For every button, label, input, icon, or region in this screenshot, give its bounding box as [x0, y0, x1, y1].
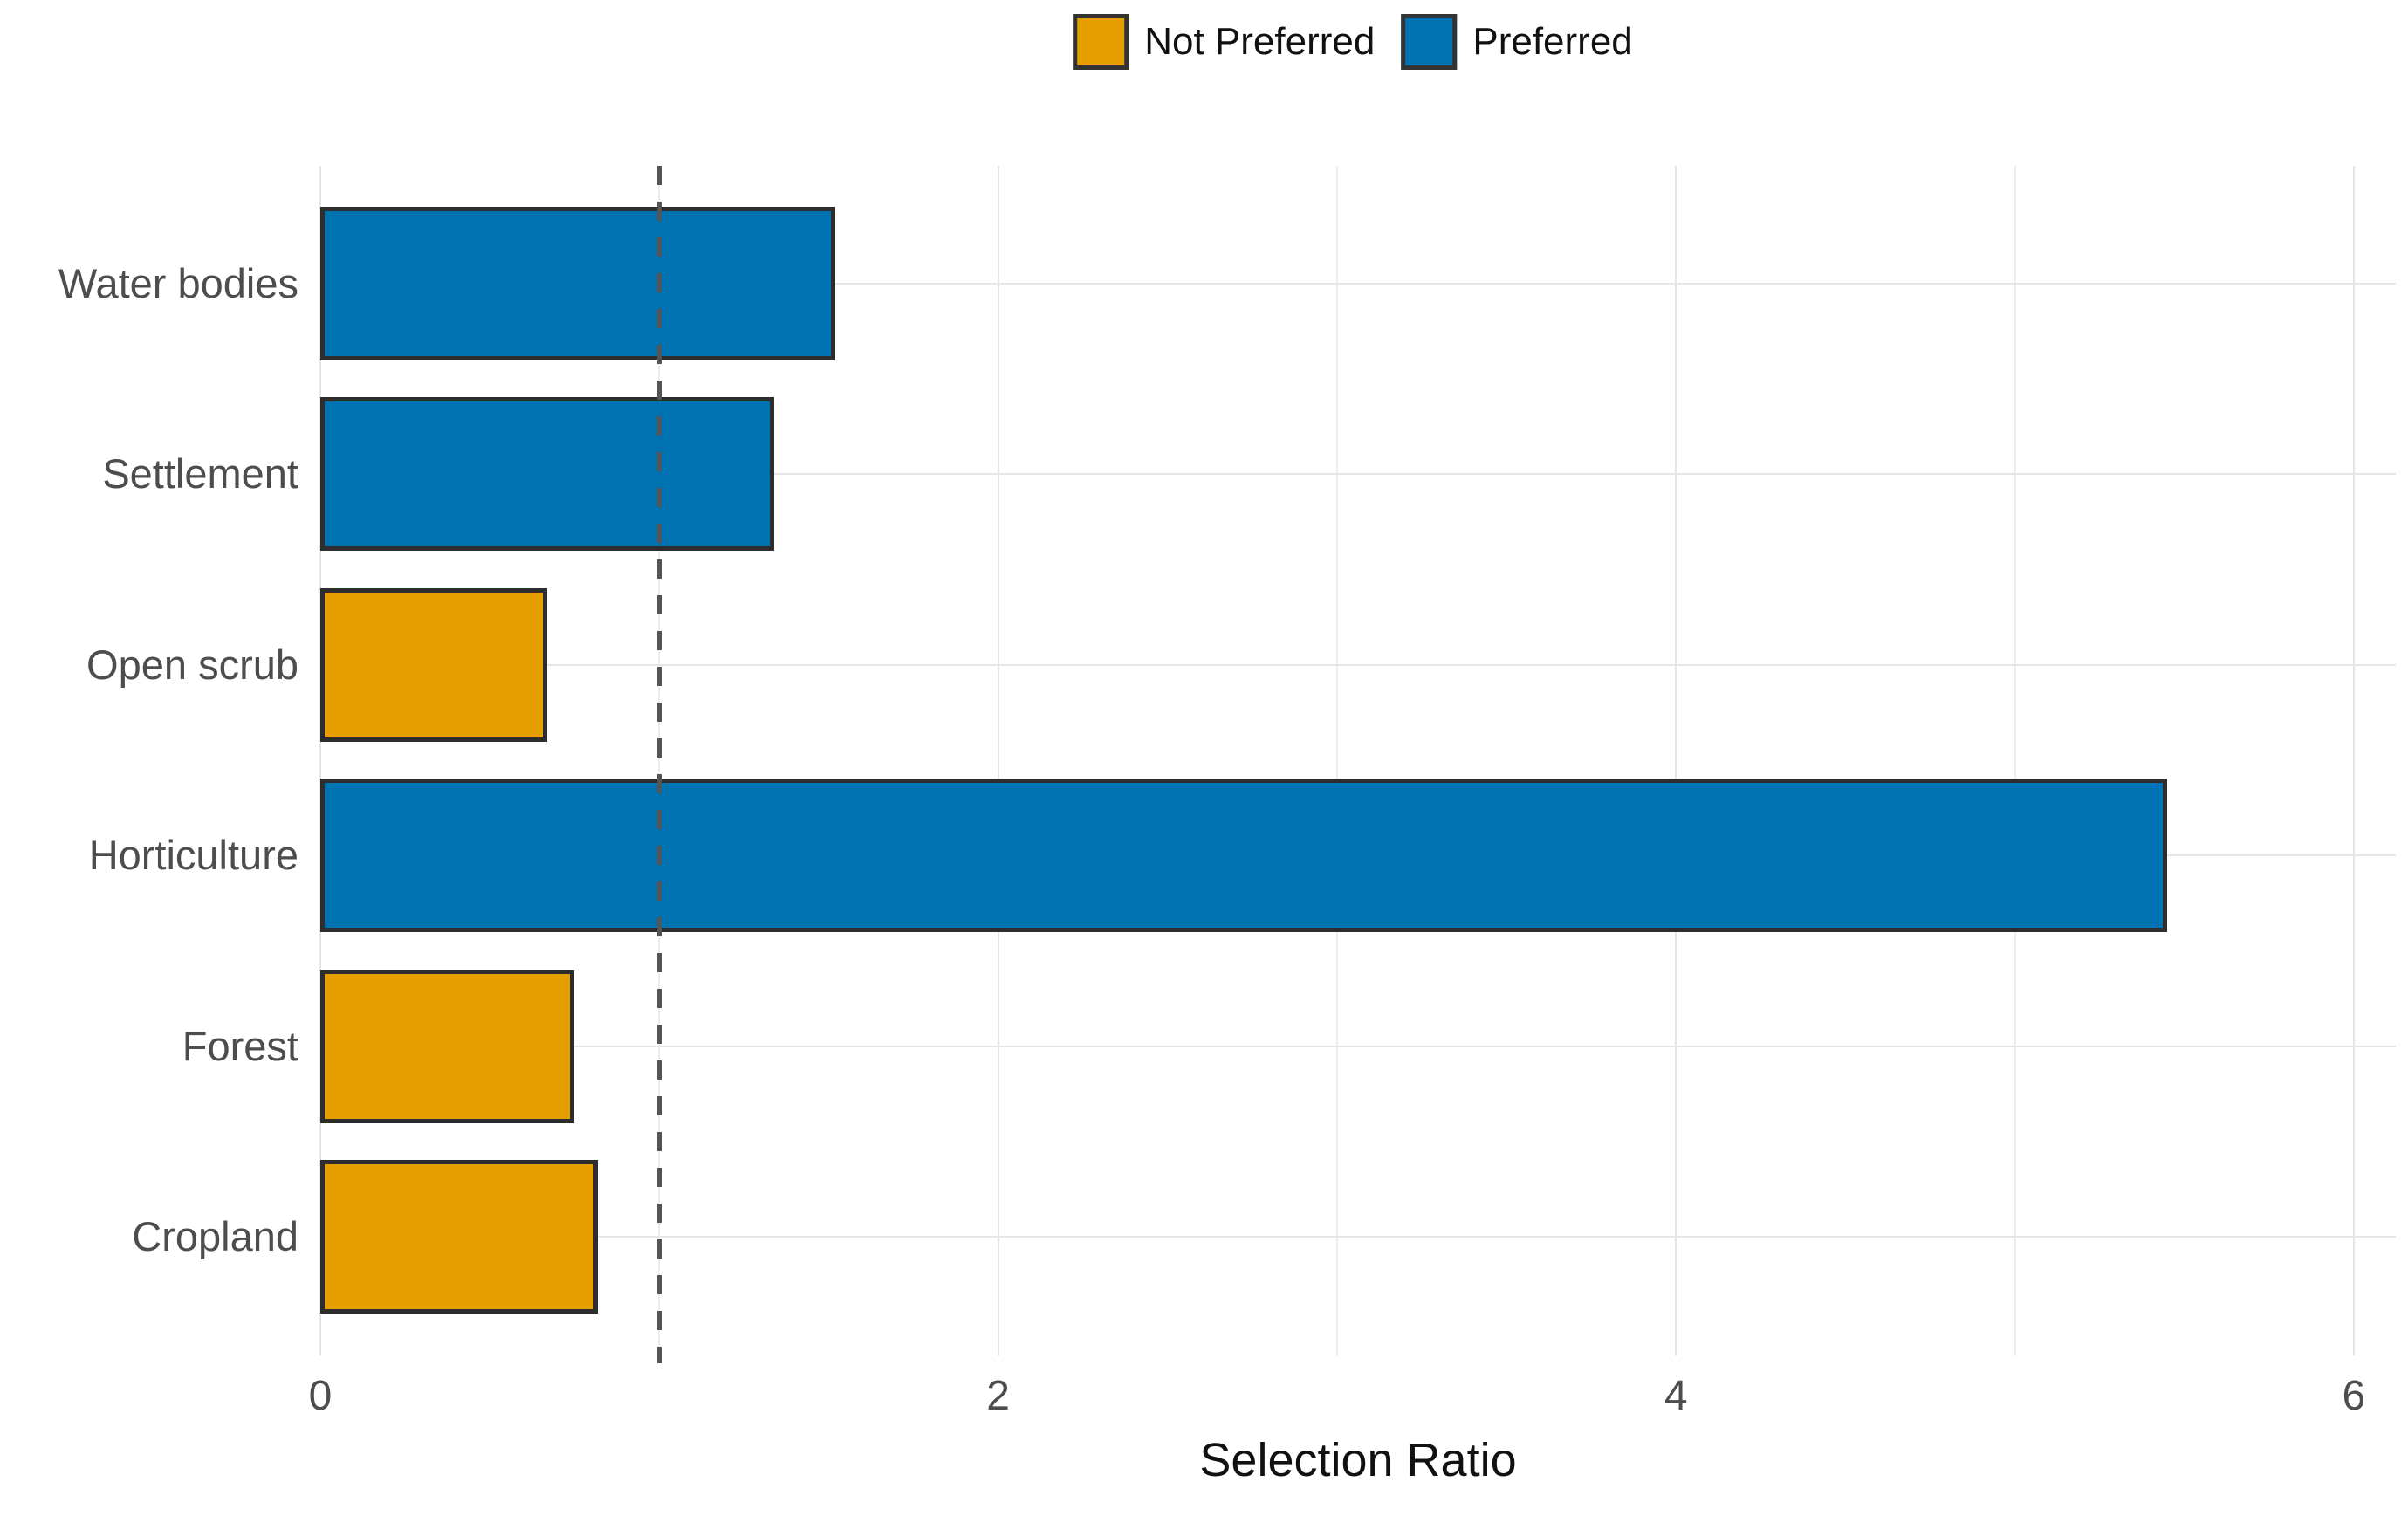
y-axis-label-water-bodies: Water bodies — [58, 260, 298, 306]
y-axis-label-forest: Forest — [182, 1022, 298, 1069]
x-axis-tick-label-6: 6 — [2342, 1373, 2366, 1419]
gridline-y-settlement — [320, 473, 2396, 476]
x-axis-tick-label-0: 0 — [308, 1373, 333, 1419]
legend-swatch-not-preferred-icon — [1073, 14, 1129, 70]
gridline-y-water-bodies — [320, 283, 2396, 285]
x-axis-tick-label-2: 2 — [986, 1373, 1010, 1419]
bar-cropland — [320, 1160, 598, 1314]
y-axis-label-settlement: Settlement — [102, 450, 298, 497]
x-axis-tick-label-4: 4 — [1664, 1373, 1688, 1419]
chart-legend: Not Preferred Preferred — [1073, 14, 1633, 70]
gridline-x-0 — [319, 166, 321, 1355]
legend-label-not-preferred: Not Preferred — [1144, 20, 1376, 63]
y-axis-label-open-scrub: Open scrub — [86, 641, 298, 688]
bar-forest — [320, 969, 574, 1123]
legend-label-preferred: Preferred — [1472, 20, 1633, 63]
gridline-x-2 — [997, 166, 999, 1355]
gridline-x-4 — [1675, 166, 1677, 1355]
reference-line-x-1 — [656, 166, 662, 1363]
legend-item-not-preferred: Not Preferred — [1073, 14, 1375, 70]
bar-horticulture — [320, 779, 2167, 933]
legend-item-preferred: Preferred — [1401, 14, 1633, 70]
gridline-x-3 — [1335, 166, 1338, 1355]
bar-settlement — [320, 397, 774, 552]
gridline-x-6 — [2352, 166, 2355, 1355]
bar-open-scrub — [320, 587, 547, 742]
x-axis-title: Selection Ratio — [1199, 1434, 1517, 1486]
y-axis-label-cropland: Cropland — [132, 1213, 298, 1259]
gridline-x-5 — [2014, 166, 2016, 1355]
legend-swatch-preferred-icon — [1401, 14, 1458, 70]
gridline-y-open-scrub — [320, 663, 2396, 666]
gridline-y-forest — [320, 1045, 2396, 1047]
bar-water-bodies — [320, 207, 835, 360]
y-axis-label-horticulture: Horticulture — [88, 832, 298, 879]
gridline-y-cropland — [320, 1236, 2396, 1238]
